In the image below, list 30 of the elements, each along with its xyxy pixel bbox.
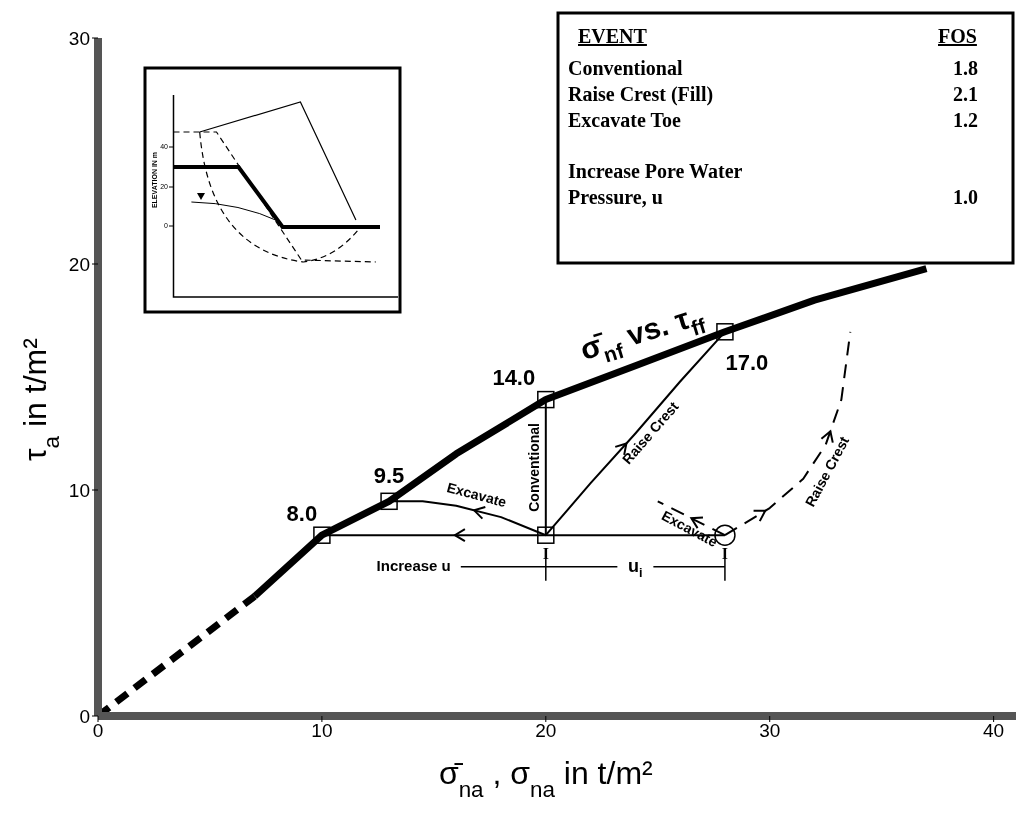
annotation: Excavate Toe (568, 108, 681, 131)
annotation: I (721, 545, 729, 563)
data-label: 17.0 (725, 349, 769, 375)
annotation: 1.2 (953, 108, 978, 131)
y-tick-label: 30 (68, 27, 90, 49)
annotation: FOS (938, 24, 977, 47)
annotation: 2.1 (953, 82, 978, 105)
data-label: 14.0 (492, 365, 536, 391)
annotation: 1.0 (953, 185, 978, 208)
x-tick-label: 20 (535, 720, 557, 742)
annotation: u$_{i}$ (628, 555, 643, 581)
annotation: Increase u (376, 556, 451, 574)
x-tick-label: 0 (92, 720, 104, 742)
annotation: I (542, 545, 549, 563)
y-tick-label: 10 (68, 479, 90, 501)
x-axis-title: σ̄$_{na}$ , σ$_{na}$ in t/m² (438, 755, 654, 802)
data-label: 8.0 (286, 501, 318, 527)
text: Conventional (525, 423, 542, 512)
annotation: Pressure, u (568, 185, 663, 208)
y-tick-label: 0 (79, 705, 90, 727)
x-tick-label: 10 (311, 720, 333, 742)
x-tick-label: 40 (983, 720, 1005, 742)
data-label: 9.5 (373, 463, 405, 489)
annotation: Raise Crest (Fill) (568, 82, 714, 106)
y-tick-label: 20 (68, 253, 90, 275)
annotation: Increase Pore Water (568, 159, 743, 182)
annotation: Conventional (568, 56, 683, 79)
annotation: 1.8 (953, 56, 978, 79)
annotation: EVENT (578, 24, 648, 47)
x-tick-label: 30 (759, 720, 781, 742)
